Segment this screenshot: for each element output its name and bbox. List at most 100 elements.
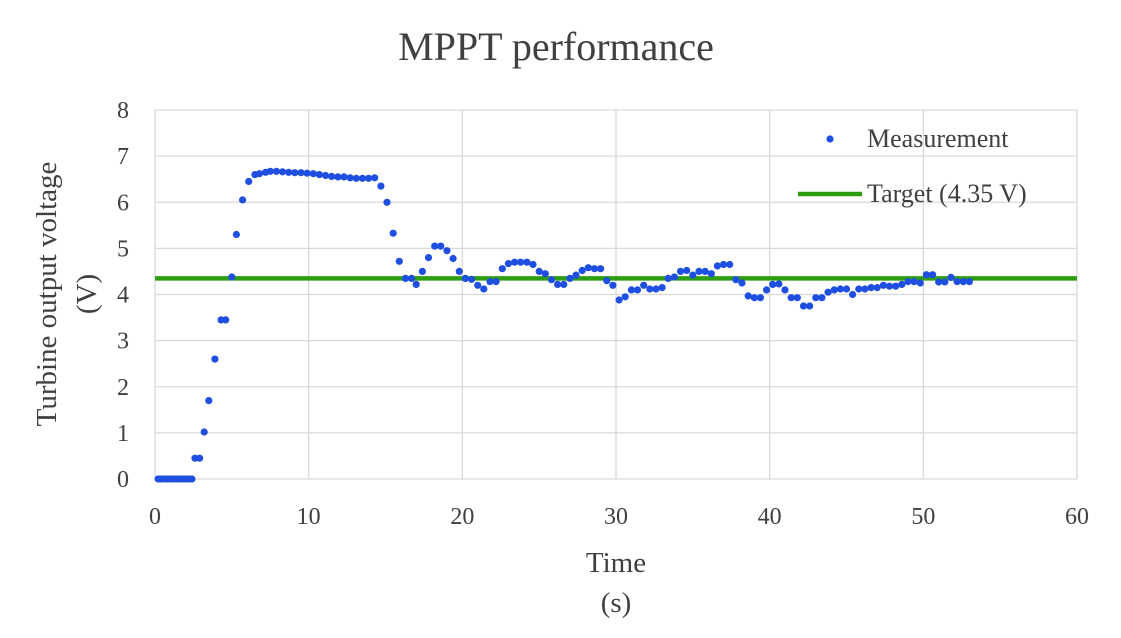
x-axis-title: Time bbox=[586, 547, 646, 579]
measurement-point bbox=[627, 286, 636, 294]
measurement-point bbox=[849, 290, 857, 299]
measurement-point bbox=[468, 275, 476, 283]
measurement-point bbox=[535, 267, 543, 275]
measurement-point bbox=[898, 280, 906, 288]
measurement-point bbox=[652, 285, 660, 293]
measurement-point bbox=[188, 475, 196, 483]
measurement-point bbox=[873, 284, 881, 292]
measurement-point bbox=[303, 169, 311, 177]
measurement-point bbox=[245, 177, 253, 186]
x-tick-label: 40 bbox=[758, 504, 782, 530]
measurement-point bbox=[255, 170, 264, 178]
measurement-point bbox=[701, 267, 709, 275]
measurement-point bbox=[916, 279, 924, 287]
measurement-point bbox=[315, 171, 323, 179]
measurement-point bbox=[842, 285, 851, 293]
measurement-point bbox=[196, 454, 204, 462]
measurement-point bbox=[904, 278, 912, 286]
measurement-point bbox=[763, 286, 771, 294]
measurement-point bbox=[395, 257, 403, 265]
measurement-point bbox=[646, 285, 654, 293]
measurement-point bbox=[418, 267, 426, 275]
measurement-point bbox=[670, 273, 679, 281]
measurement-point bbox=[713, 262, 722, 270]
measurement-points bbox=[154, 167, 974, 483]
measurement-point bbox=[929, 271, 937, 279]
measurement-point bbox=[278, 168, 287, 176]
measurement-point bbox=[769, 280, 777, 288]
y-tick-label: 1 bbox=[117, 421, 129, 447]
measurement-point bbox=[239, 196, 247, 204]
measurement-point bbox=[352, 174, 360, 182]
measurement-point bbox=[603, 277, 611, 285]
legend-target-label: Target (4.35 V) bbox=[867, 179, 1027, 208]
y-tick-label: 2 bbox=[117, 375, 129, 401]
measurement-point bbox=[358, 174, 367, 182]
x-tick-label: 10 bbox=[297, 504, 321, 530]
measurement-point bbox=[232, 230, 240, 239]
measurement-point bbox=[334, 173, 342, 181]
legend-measurement-marker bbox=[826, 135, 834, 143]
measurement-point bbox=[309, 170, 317, 178]
measurement-point bbox=[455, 267, 463, 275]
measurement-point bbox=[707, 270, 715, 278]
measurement-point bbox=[597, 265, 605, 273]
measurement-point bbox=[861, 285, 869, 293]
tick-labels: 0 1 2 3 4 5 6 7 8 0 10 20 30 40 50 60 bbox=[117, 98, 1089, 530]
measurement-point bbox=[787, 294, 795, 302]
y-tick-label: 4 bbox=[117, 283, 129, 309]
measurement-point bbox=[910, 278, 918, 286]
measurement-point bbox=[504, 260, 512, 268]
measurement-point bbox=[879, 281, 888, 289]
measurement-point bbox=[836, 285, 845, 293]
measurement-point bbox=[328, 172, 336, 180]
measurement-point bbox=[401, 274, 410, 282]
measurement-point bbox=[953, 278, 961, 286]
measurement-point bbox=[965, 278, 974, 286]
x-tick-label: 30 bbox=[604, 504, 628, 530]
measurement-point bbox=[959, 278, 967, 286]
measurement-point bbox=[793, 294, 801, 302]
y-tick-label: 6 bbox=[117, 190, 129, 216]
measurement-point bbox=[424, 254, 433, 262]
measurement-point bbox=[449, 254, 457, 263]
measurement-point bbox=[431, 242, 439, 250]
measurement-point bbox=[547, 276, 556, 284]
y-tick-label: 3 bbox=[117, 329, 129, 355]
x-tick-label: 60 bbox=[1065, 504, 1089, 530]
measurement-point bbox=[297, 169, 305, 177]
measurement-point bbox=[517, 258, 525, 266]
measurement-point bbox=[676, 267, 685, 275]
measurement-point bbox=[492, 278, 500, 286]
legend-measurement-label: Measurement bbox=[867, 124, 1009, 153]
measurement-point bbox=[346, 174, 354, 182]
measurement-point bbox=[222, 316, 230, 324]
measurement-point bbox=[523, 258, 531, 266]
measurement-point bbox=[695, 267, 703, 275]
measurement-point bbox=[756, 294, 765, 302]
measurement-point bbox=[738, 279, 746, 287]
measurement-point bbox=[228, 273, 236, 281]
measurement-point bbox=[266, 167, 274, 175]
measurement-point bbox=[818, 294, 826, 302]
measurement-point bbox=[389, 229, 397, 237]
measurement-point bbox=[947, 273, 955, 281]
x-axis-unit: (s) bbox=[601, 587, 632, 619]
measurement-point bbox=[285, 168, 293, 176]
y-tick-label: 0 bbox=[117, 467, 129, 493]
measurement-point bbox=[615, 296, 623, 304]
measurement-point bbox=[322, 171, 330, 180]
measurement-point bbox=[461, 274, 469, 282]
measurement-point bbox=[812, 294, 820, 302]
measurement-point bbox=[885, 282, 894, 290]
measurement-point bbox=[560, 280, 568, 288]
measurement-point bbox=[566, 274, 574, 282]
measurement-point bbox=[584, 264, 592, 272]
chart-title: MPPT performance bbox=[398, 24, 714, 69]
x-tick-label: 50 bbox=[911, 504, 935, 530]
measurement-point bbox=[720, 260, 728, 269]
x-tick-label: 20 bbox=[450, 504, 474, 530]
measurement-point bbox=[377, 182, 385, 190]
measurement-point bbox=[892, 282, 900, 290]
